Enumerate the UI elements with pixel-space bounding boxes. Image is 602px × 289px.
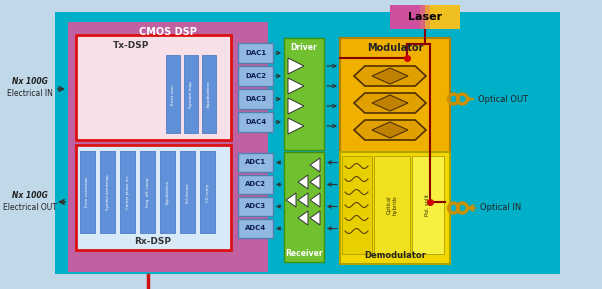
Text: ADC1: ADC1 (245, 160, 266, 166)
Polygon shape (298, 211, 308, 225)
Polygon shape (288, 58, 304, 74)
Text: Electrical OUT: Electrical OUT (3, 203, 57, 212)
Text: Symbol demkmap: Symbol demkmap (105, 174, 110, 210)
Text: Demodulator: Demodulator (364, 251, 426, 260)
Text: Laser: Laser (408, 12, 442, 22)
Bar (238, 175, 273, 194)
Text: Electrical IN: Electrical IN (7, 90, 53, 99)
Bar (420, 5, 430, 29)
Bar (238, 43, 273, 63)
Text: DAC4: DAC4 (245, 119, 266, 125)
Polygon shape (288, 78, 304, 94)
Polygon shape (288, 98, 304, 114)
Text: Error corr.: Error corr. (171, 84, 175, 105)
Bar (340, 38, 450, 160)
Polygon shape (310, 193, 320, 207)
Bar (55, 12, 560, 274)
Text: ADC2: ADC2 (245, 181, 266, 188)
Bar (120, 151, 135, 233)
Text: CD comp.: CD comp. (205, 182, 209, 202)
Text: Freq. off. comp.: Freq. off. comp. (146, 177, 149, 207)
Text: Symbol map: Symbol map (189, 81, 193, 108)
Bar (76, 35, 231, 140)
Text: ADC3: ADC3 (245, 203, 266, 210)
Bar (80, 151, 95, 233)
Text: Driver: Driver (291, 42, 317, 51)
Bar (140, 151, 155, 233)
Polygon shape (354, 66, 426, 86)
Text: ADC4: ADC4 (245, 225, 266, 231)
Text: Optical OUT: Optical OUT (478, 95, 528, 103)
Text: Pol. split: Pol. split (426, 194, 430, 216)
Text: Optical IN: Optical IN (480, 203, 521, 212)
Bar (100, 151, 115, 233)
Text: Nx 100G: Nx 100G (12, 77, 48, 86)
Text: Carrier phase rec.: Carrier phase rec. (125, 175, 129, 210)
Text: Pol.demax.: Pol.demax. (185, 181, 190, 203)
Text: DAC1: DAC1 (245, 50, 266, 56)
Polygon shape (288, 118, 304, 134)
Bar (342, 156, 372, 254)
Bar (284, 152, 324, 262)
Bar (238, 112, 273, 132)
Bar (180, 151, 195, 233)
Bar (202, 55, 216, 133)
Bar (340, 152, 450, 264)
Bar (238, 89, 273, 109)
Polygon shape (372, 122, 408, 138)
Text: Optical
hybrids: Optical hybrids (386, 195, 397, 215)
Text: CMOS DSP: CMOS DSP (139, 27, 197, 37)
Polygon shape (310, 211, 320, 225)
Text: Equalization: Equalization (166, 180, 170, 204)
Bar (412, 156, 444, 254)
Text: Nx 100G: Nx 100G (12, 190, 48, 199)
Polygon shape (298, 175, 308, 189)
Bar (76, 145, 231, 250)
Polygon shape (310, 158, 320, 172)
Text: Rx-DSP: Rx-DSP (134, 238, 172, 247)
Bar (238, 197, 273, 216)
Bar (425, 5, 460, 29)
Bar (160, 151, 175, 233)
Polygon shape (310, 175, 320, 189)
Text: Modulator: Modulator (367, 43, 423, 53)
Bar (238, 66, 273, 86)
Text: Tx-DSP: Tx-DSP (113, 40, 149, 49)
Text: Receiver: Receiver (285, 249, 323, 257)
Polygon shape (354, 120, 426, 140)
Bar (200, 151, 215, 233)
Polygon shape (354, 93, 426, 113)
Text: Error correction: Error correction (85, 177, 90, 207)
Text: DAC2: DAC2 (245, 73, 266, 79)
Bar (238, 153, 273, 172)
Bar (184, 55, 198, 133)
Bar (68, 22, 268, 272)
Text: DAC3: DAC3 (245, 96, 266, 102)
Polygon shape (298, 193, 308, 207)
Text: Equalization: Equalization (207, 81, 211, 108)
Polygon shape (286, 193, 296, 207)
Bar (374, 156, 410, 254)
Bar (166, 55, 180, 133)
Bar (284, 38, 324, 150)
Bar (390, 5, 425, 29)
Bar (238, 219, 273, 238)
Polygon shape (372, 95, 408, 111)
Polygon shape (372, 68, 408, 84)
